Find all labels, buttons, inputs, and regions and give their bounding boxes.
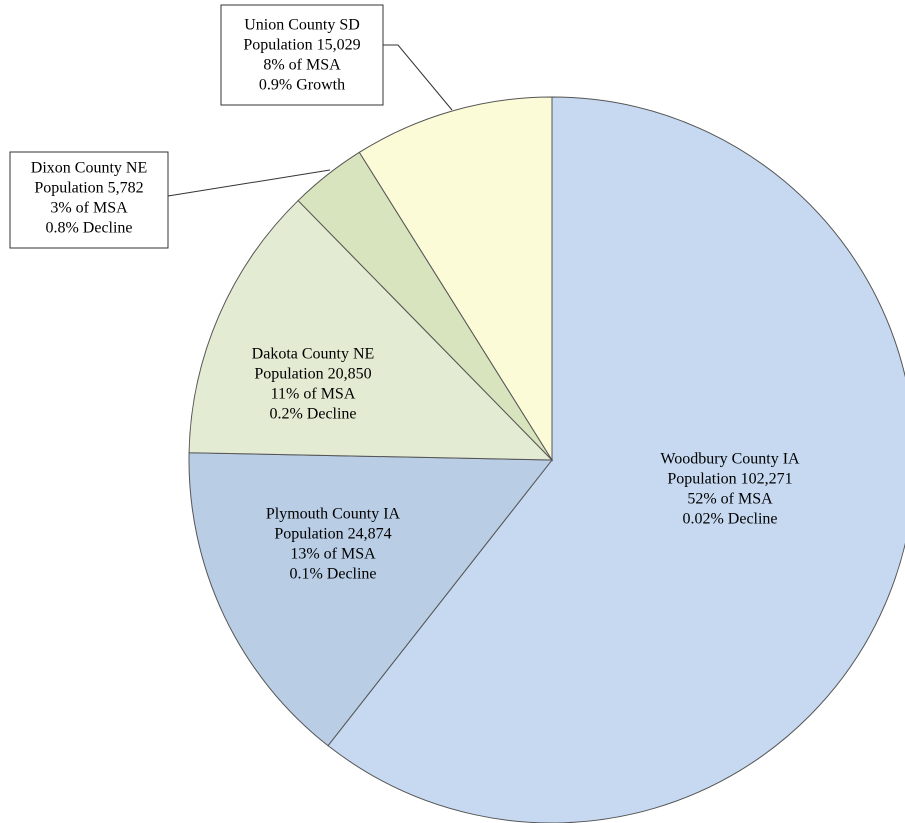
- slice-name: Plymouth County IA: [266, 506, 401, 523]
- slice-name: Dakota County NE: [252, 346, 375, 363]
- label-box: [9, 151, 169, 249]
- pie-slice: [188, 199, 554, 461]
- slice-population: Population 102,271: [667, 471, 792, 488]
- leader-line: [167, 169, 331, 197]
- slice-share: 3% of MSA: [50, 200, 128, 217]
- slice-share: 13% of MSA: [290, 546, 376, 563]
- slice-name: Dixon County NE: [31, 160, 147, 177]
- slice-growth: 0.2% Decline: [269, 406, 356, 423]
- slice-name: Union County SD: [244, 17, 360, 34]
- slice-growth: 0.9% Growth: [259, 77, 345, 94]
- pie-slice: [188, 452, 554, 747]
- pie-slice: [358, 96, 553, 462]
- slice-growth: 0.02% Decline: [682, 511, 777, 528]
- slice-share: 11% of MSA: [271, 386, 356, 403]
- slice-growth: 0.1% Decline: [289, 566, 376, 583]
- leader-line: [383, 44, 453, 111]
- slice-name: Woodbury County IA: [660, 451, 800, 468]
- slice-population: Population 20,850: [254, 366, 371, 383]
- slice-share: 8% of MSA: [263, 57, 341, 74]
- slice-growth: 0.8% Decline: [45, 220, 132, 237]
- pie-slice: [327, 96, 905, 823]
- slice-population: Population 15,029: [243, 37, 360, 54]
- slice-share: 52% of MSA: [687, 491, 773, 508]
- slice-population: Population 24,874: [274, 526, 391, 543]
- label-box: [220, 4, 384, 106]
- slice-population: Population 5,782: [34, 180, 143, 197]
